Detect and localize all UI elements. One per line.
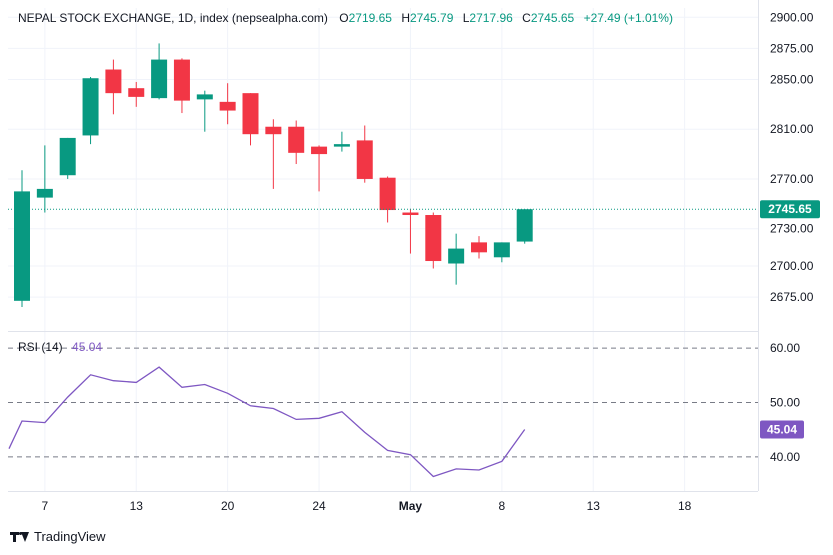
time-tick-label: 20: [221, 499, 235, 513]
candle-body: [493, 242, 510, 258]
candle-body: [128, 88, 145, 97]
close-label: C: [522, 11, 531, 25]
candle-body: [173, 59, 190, 101]
candle: [448, 233, 465, 285]
candle-body: [288, 126, 305, 153]
candle: [493, 242, 510, 263]
last-price-label: 2745.65: [768, 202, 812, 216]
price-tick-label: 2770.00: [770, 172, 814, 186]
last-price-tag: [760, 200, 820, 219]
candle: [242, 93, 259, 146]
candle: [379, 176, 396, 223]
candle: [402, 208, 419, 254]
price-tick-label: 2850.00: [770, 72, 814, 86]
candle: [471, 236, 487, 259]
time-tick-label: 18: [678, 499, 692, 513]
axes: 2675.00 2700.00 2730.00 2770.00 2810.00 2850.…: [8, 0, 820, 513]
open-label: O: [339, 11, 349, 25]
candle-body: [471, 242, 487, 253]
candle: [356, 125, 373, 183]
candle: [288, 120, 305, 165]
candle-body: [151, 59, 168, 99]
candle: [265, 119, 282, 189]
price-tick-label: 2700.00: [770, 259, 814, 273]
price-tick-label: 2730.00: [770, 222, 814, 236]
time-tick-label: 8: [499, 499, 506, 513]
candle: [105, 59, 122, 115]
candle-body: [311, 146, 328, 155]
change-value: +27.49 (+1.01%): [583, 11, 673, 25]
open-value: 2719.65: [348, 11, 392, 25]
candle-body: [356, 140, 373, 179]
candle: [36, 145, 53, 213]
chart-legend: NEPAL STOCK EXCHANGE, 1D, index (nepseal…: [18, 11, 679, 25]
rsi-tick-label: 50.00: [770, 396, 800, 410]
rsi-tick-label: 40.00: [770, 450, 800, 464]
rsi-value: 45.04: [72, 340, 103, 354]
rsi-series: [8, 347, 758, 478]
candle-body: [82, 78, 99, 136]
tradingview-logo-icon: [10, 531, 30, 543]
candlestick-series: [14, 43, 533, 308]
candle-body: [402, 212, 419, 216]
candle: [14, 170, 30, 308]
candle-body: [59, 137, 76, 176]
symbol-title: NEPAL STOCK EXCHANGE, 1D, index (nepseal…: [18, 11, 328, 25]
candle-body: [333, 144, 350, 147]
candle-body: [425, 215, 442, 262]
rsi-line: [8, 366, 526, 478]
candle-body: [379, 177, 396, 211]
rsi-label: RSI (14): [18, 340, 63, 354]
candle: [151, 43, 168, 100]
time-tick-label: May: [399, 499, 423, 513]
rsi-last-value-label: 45.04: [767, 422, 797, 436]
price-tick-label: 2900.00: [770, 10, 814, 24]
candle-body: [265, 126, 282, 135]
time-tick-label: 24: [312, 499, 326, 513]
price-tick-label: 2675.00: [770, 290, 814, 304]
candle: [311, 145, 328, 192]
low-value: 2717.96: [469, 11, 513, 25]
high-value: 2745.79: [410, 11, 454, 25]
candle-body: [36, 188, 53, 198]
candle-body: [105, 69, 122, 94]
low-label: L: [462, 11, 470, 25]
time-tick-label: 13: [130, 499, 144, 513]
candle: [219, 83, 236, 125]
tradingview-brand[interactable]: TradingView: [10, 529, 106, 544]
candle-body: [242, 93, 259, 135]
candle-body: [219, 101, 236, 111]
rsi-legend: RSI (14) 45.04: [18, 340, 102, 354]
candle: [196, 90, 213, 132]
candle-body: [196, 94, 213, 100]
candle: [516, 209, 533, 244]
candle: [333, 131, 350, 152]
grid-lines: [8, 8, 758, 491]
price-tick-label: 2875.00: [770, 41, 814, 55]
time-tick-label: 13: [587, 499, 601, 513]
candle: [173, 58, 190, 114]
candle: [82, 76, 99, 145]
close-value: 2745.65: [530, 11, 575, 25]
candle-body: [516, 209, 533, 242]
rsi-last-value-tag: [760, 420, 804, 439]
candle: [425, 212, 442, 269]
candle: [128, 81, 145, 107]
candle: [59, 137, 76, 179]
candle-body: [448, 248, 465, 264]
high-label: H: [401, 11, 410, 25]
price-tick-label: 2810.00: [770, 122, 814, 136]
brand-name: TradingView: [34, 529, 106, 544]
time-tick-label: 7: [42, 499, 49, 513]
rsi-tick-label: 60.00: [770, 341, 800, 355]
candle-body: [14, 191, 30, 301]
